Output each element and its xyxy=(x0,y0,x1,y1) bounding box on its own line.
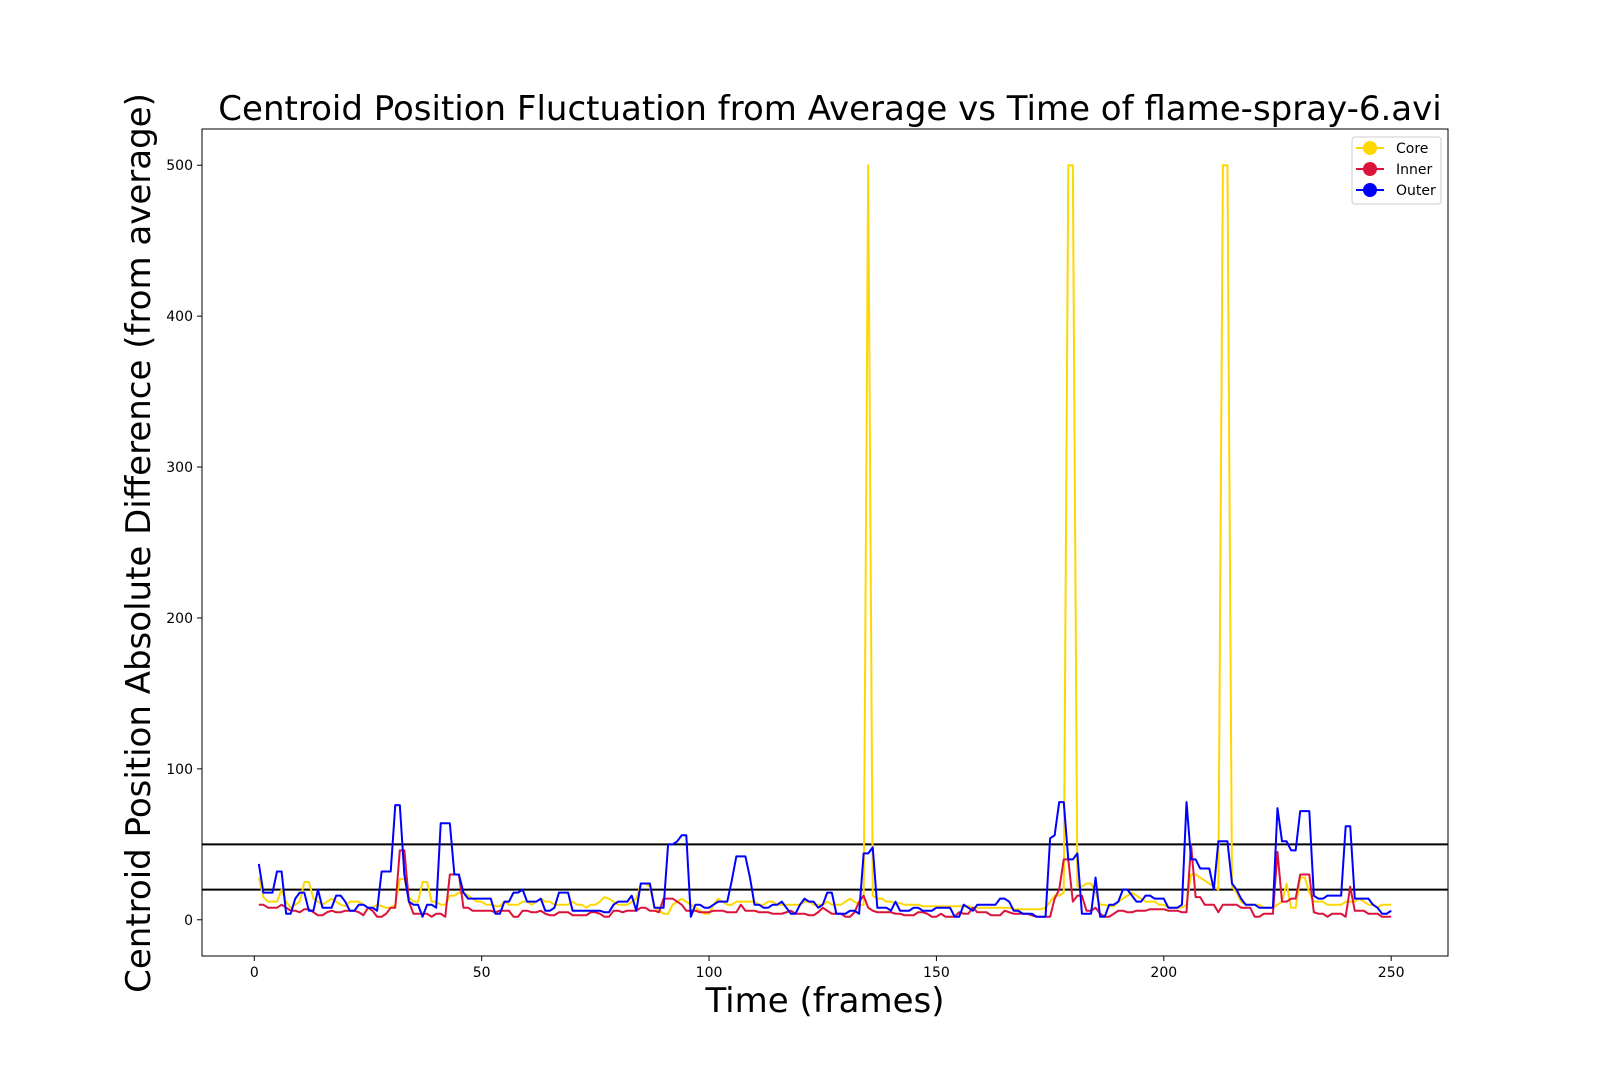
y-tick-label: 200 xyxy=(166,611,193,627)
legend-label-inner: Inner xyxy=(1396,162,1432,178)
x-tick-label: 0 xyxy=(250,965,259,981)
y-tick-label: 0 xyxy=(184,913,193,929)
legend-label-core: Core xyxy=(1396,141,1428,157)
y-tick-label: 500 xyxy=(166,158,193,174)
series-line-outer xyxy=(257,801,1392,918)
x-axis-label: Time (frames) xyxy=(704,981,944,1021)
chart-title: Centroid Position Fluctuation from Avera… xyxy=(218,89,1441,129)
legend-marker-inner xyxy=(1363,162,1377,176)
legend: Core Inner Outer xyxy=(1351,136,1442,205)
y-tick-label: 400 xyxy=(166,309,193,325)
y-tick-label: 300 xyxy=(166,460,193,476)
plot-frame xyxy=(201,128,1449,957)
x-tick-label: 100 xyxy=(696,965,723,981)
plot-area: 0 50 100 150 200 250 0 100 200 300 400 500 xyxy=(166,158,1448,981)
x-tick-label: 150 xyxy=(923,965,950,981)
series-line-inner xyxy=(258,843,1392,918)
legend-marker-outer xyxy=(1363,183,1377,197)
legend-label-outer: Outer xyxy=(1396,183,1436,199)
x-tick-label: 50 xyxy=(473,965,491,981)
x-tick-label: 250 xyxy=(1378,965,1405,981)
legend-marker-core xyxy=(1363,141,1377,155)
x-tick-label: 200 xyxy=(1150,965,1177,981)
y-tick-label: 100 xyxy=(166,762,193,778)
y-axis-label: Centroid Position Absolute Difference (f… xyxy=(119,93,159,993)
